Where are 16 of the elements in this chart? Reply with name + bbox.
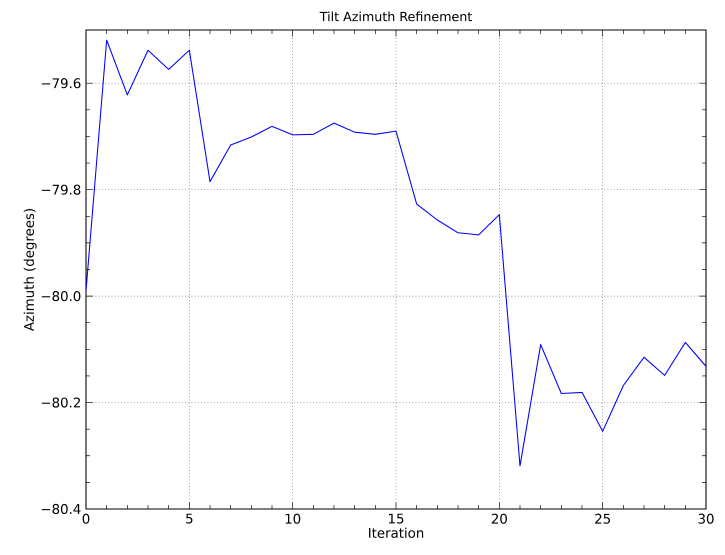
- x-axis-title: Iteration: [369, 528, 424, 538]
- line-series: [86, 40, 706, 466]
- x-tick-label: 25: [595, 514, 610, 524]
- x-tick-label: 30: [698, 514, 714, 524]
- y-axis-title: Azimuth (degrees): [24, 209, 37, 332]
- y-tick-label: −79.6: [42, 78, 80, 88]
- y-tick-label: −80.0: [42, 291, 80, 302]
- x-tick-label: 5: [186, 514, 192, 524]
- chart-title: Tilt Azimuth Refinement: [320, 12, 472, 22]
- x-tick-label: 20: [492, 514, 507, 524]
- x-tick-label: 10: [286, 514, 300, 524]
- y-tick-label: −80.2: [42, 397, 80, 408]
- x-tick-label: 0: [82, 514, 90, 524]
- y-tick-label: −79.8: [42, 184, 80, 195]
- x-tick-label: 15: [388, 514, 404, 524]
- y-tick-label: −80.4: [42, 504, 81, 514]
